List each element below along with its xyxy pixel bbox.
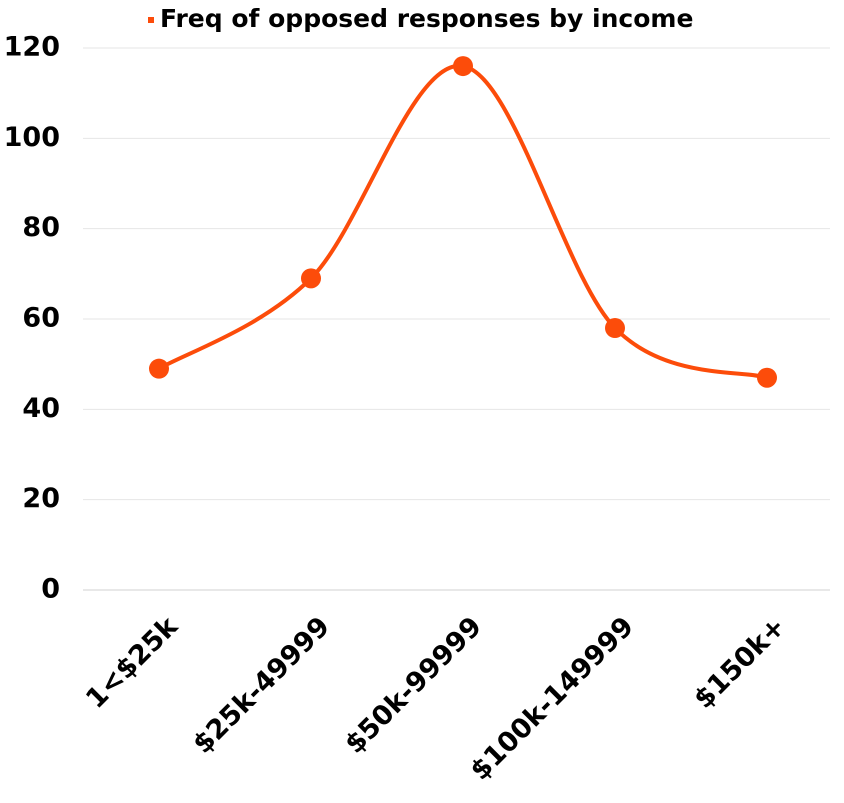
y-tick-label: 40 <box>22 393 60 424</box>
y-tick-label: 120 <box>4 32 60 63</box>
x-tick-label: $100k-149999 <box>465 611 640 786</box>
y-tick-label: 100 <box>4 122 60 153</box>
point <box>301 268 321 289</box>
x-tick-label: 1<$25k <box>80 610 184 714</box>
legend-label: Freq of opposed responses by income <box>160 4 693 33</box>
point <box>453 56 473 77</box>
y-tick-label: 80 <box>22 212 60 243</box>
x-tick-label: $50k-99999 <box>339 611 488 760</box>
x-tick-label: $25k-49999 <box>187 611 336 760</box>
line <box>157 64 768 380</box>
y-tick-label: 20 <box>22 483 60 514</box>
point <box>757 367 777 388</box>
x-tick-label: $150k+ <box>688 611 792 715</box>
point <box>605 318 625 339</box>
legend-marker <box>148 17 154 23</box>
y-tick-label: 60 <box>22 303 60 334</box>
point <box>149 358 169 379</box>
y-tick-label: 0 <box>41 574 60 605</box>
